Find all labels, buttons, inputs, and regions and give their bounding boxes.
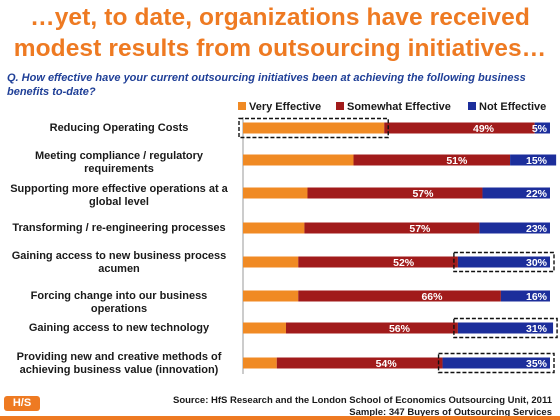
bar-very-effective xyxy=(243,322,286,334)
legend-swatch-somewhat-effective xyxy=(336,102,344,110)
category-label: Gaining access to new technology xyxy=(28,322,210,334)
legend-label-somewhat-effective: Somewhat Effective xyxy=(347,101,451,113)
data-label-somewhat-effective: 52% xyxy=(393,257,415,269)
legend-label-not-effective: Not Effective xyxy=(479,101,547,113)
category-label: Reducing Operating Costs xyxy=(49,122,189,134)
legend-item-very-effective: Very Effective xyxy=(238,100,321,114)
data-label-not-effective: 23% xyxy=(526,223,548,235)
highlight-box xyxy=(437,352,555,374)
survey-question: Q. How effective have your current outso… xyxy=(7,72,526,98)
legend-item-somewhat-effective: Somewhat Effective xyxy=(336,100,451,114)
data-label-somewhat-effective: 66% xyxy=(421,291,443,303)
bar-very-effective xyxy=(243,154,354,166)
highlight-box xyxy=(453,251,555,273)
bar-somewhat-effective xyxy=(298,290,501,302)
footer-accent-strip xyxy=(0,416,560,420)
category-label: Supporting more effective operations at … xyxy=(10,183,228,208)
data-label-not-effective: 16% xyxy=(526,291,548,303)
category-label: Gaining access to new business process a… xyxy=(11,250,227,275)
stacked-bar-chart: 49% 5% 51% 15% 57% 22% 57% 23% 52% 30% 66% 16% 56% 31… xyxy=(238,117,558,374)
data-label-not-effective: 22% xyxy=(526,188,548,200)
highlight-box xyxy=(238,117,389,139)
bar-very-effective xyxy=(243,122,385,134)
category-label: Transforming / re-engineering processes xyxy=(12,222,226,234)
data-label-somewhat-effective: 54% xyxy=(376,358,398,370)
bar-very-effective xyxy=(243,256,299,268)
legend-swatch-very-effective xyxy=(238,102,246,110)
legend-item-not-effective: Not Effective xyxy=(468,100,546,114)
bar-very-effective xyxy=(243,187,308,199)
bar-not-effective xyxy=(510,154,557,166)
data-label-somewhat-effective: 56% xyxy=(389,323,411,335)
category-label: Providing new and creative methods of ac… xyxy=(16,351,222,376)
data-label-not-effective: 31% xyxy=(526,323,548,335)
category-label: Meeting compliance / regulatory requirem… xyxy=(34,150,204,175)
hfs-logo: H/S xyxy=(4,396,40,411)
bar-not-effective xyxy=(479,222,550,234)
highlight-box xyxy=(453,317,558,339)
data-label-somewhat-effective: 57% xyxy=(409,223,431,235)
bar-very-effective xyxy=(243,357,277,369)
data-label-somewhat-effective: 57% xyxy=(412,188,434,200)
category-label: Forcing change into our business operati… xyxy=(30,290,208,315)
bar-not-effective xyxy=(482,187,550,199)
bar-very-effective xyxy=(243,290,299,302)
bar-somewhat-effective xyxy=(285,322,458,334)
sample-note: Sample: 347 Buyers of Outsourcing Servic… xyxy=(349,407,552,418)
slide-headline: …yet, to date, organizations have receiv… xyxy=(13,4,547,62)
legend-label-very-effective: Very Effective xyxy=(249,101,322,113)
data-label-somewhat-effective: 49% xyxy=(473,123,495,135)
bar-somewhat-effective xyxy=(298,256,458,268)
bar-somewhat-effective xyxy=(384,122,535,134)
chart-legend: Very Effective Somewhat Effective Not Ef… xyxy=(238,100,560,114)
data-label-not-effective: 15% xyxy=(526,155,548,167)
bar-not-effective xyxy=(442,357,550,369)
data-label-not-effective: 5% xyxy=(532,123,548,135)
bar-not-effective xyxy=(500,290,550,302)
bar-not-effective xyxy=(457,256,550,268)
bar-somewhat-effective xyxy=(353,154,511,166)
bar-not-effective xyxy=(457,322,554,334)
data-label-not-effective: 30% xyxy=(526,257,548,269)
source-note: Source: HfS Research and the London Scho… xyxy=(172,395,552,406)
legend-swatch-not-effective xyxy=(468,102,476,110)
bar-somewhat-effective xyxy=(307,187,483,199)
data-label-not-effective: 35% xyxy=(526,358,548,370)
slide-footer: H/S Source: HfS Research and the London … xyxy=(0,392,560,420)
category-labels: Reducing Operating Costs Meeting complia… xyxy=(0,0,238,420)
data-label-somewhat-effective: 51% xyxy=(446,155,468,167)
bar-not-effective xyxy=(534,122,550,134)
bar-somewhat-effective xyxy=(276,357,443,369)
bar-somewhat-effective xyxy=(304,222,480,234)
bar-very-effective xyxy=(243,222,305,234)
